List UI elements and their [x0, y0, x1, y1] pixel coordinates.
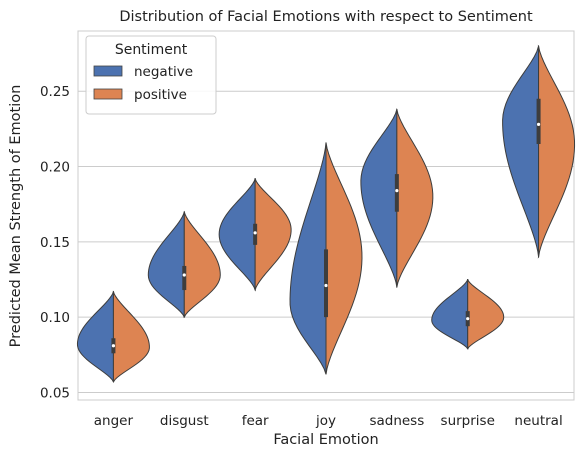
violin-positive-anger: [112, 290, 150, 384]
legend-title: Sentiment: [115, 42, 188, 58]
y-tick-label: 0.15: [40, 235, 70, 251]
violin-negative-anger: [76, 290, 115, 383]
violin-positive-sadness: [396, 108, 434, 288]
violin-positive-joy: [325, 142, 363, 375]
x-tick-label: disgust: [160, 413, 209, 429]
median-dot-joy: [324, 283, 328, 288]
x-tick-label: fear: [242, 413, 269, 429]
median-dot-sadness: [395, 189, 399, 193]
y-tick-label: 0.10: [40, 310, 70, 326]
violin-positive-neutral: [538, 45, 576, 258]
median-dot-disgust: [182, 273, 186, 277]
violin-positive-disgust: [183, 210, 221, 319]
y-tick-label: 0.25: [40, 84, 70, 100]
violin-negative-disgust: [147, 211, 185, 319]
y-axis-label: Predicted Mean Strength of Emotion: [8, 85, 24, 348]
x-axis-label: Facial Emotion: [273, 432, 378, 448]
legend-label-positive: positive: [134, 87, 187, 103]
chart-title: Distribution of Facial Emotions with res…: [119, 9, 533, 25]
y-tick-label: 0.20: [40, 160, 70, 176]
legend-swatch-negative: [93, 65, 123, 77]
x-tick-label: anger: [94, 413, 134, 429]
median-dot-anger: [111, 344, 116, 348]
median-dot-fear: [253, 231, 257, 235]
legend-label-negative: negative: [134, 64, 193, 80]
violin-negative-neutral: [502, 45, 540, 259]
x-tick-label: joy: [315, 413, 336, 429]
y-axis-ticks: 0.05 0.10 0.15 0.20 0.25: [40, 84, 70, 401]
violin-negative-surprise: [431, 279, 469, 350]
x-tick-label: sadness: [369, 413, 424, 429]
legend: Sentiment negative positive: [85, 35, 217, 115]
x-axis-ticks: anger disgust fear joy sadness surprise neutra…: [94, 413, 563, 429]
y-tick-label: 0.05: [40, 385, 70, 401]
x-tick-label: neutral: [514, 413, 562, 429]
legend-swatch-positive: [93, 88, 123, 100]
median-dot-neutral: [536, 122, 541, 126]
median-dot-surprise: [466, 317, 470, 321]
violin-positive-surprise: [466, 279, 505, 350]
violins: [76, 45, 576, 384]
violin-negative-joy: [289, 142, 327, 375]
x-tick-label: surprise: [441, 413, 495, 429]
violin-negative-fear: [218, 178, 256, 292]
violin-positive-fear: [254, 178, 292, 292]
violin-negative-sadness: [360, 108, 398, 288]
